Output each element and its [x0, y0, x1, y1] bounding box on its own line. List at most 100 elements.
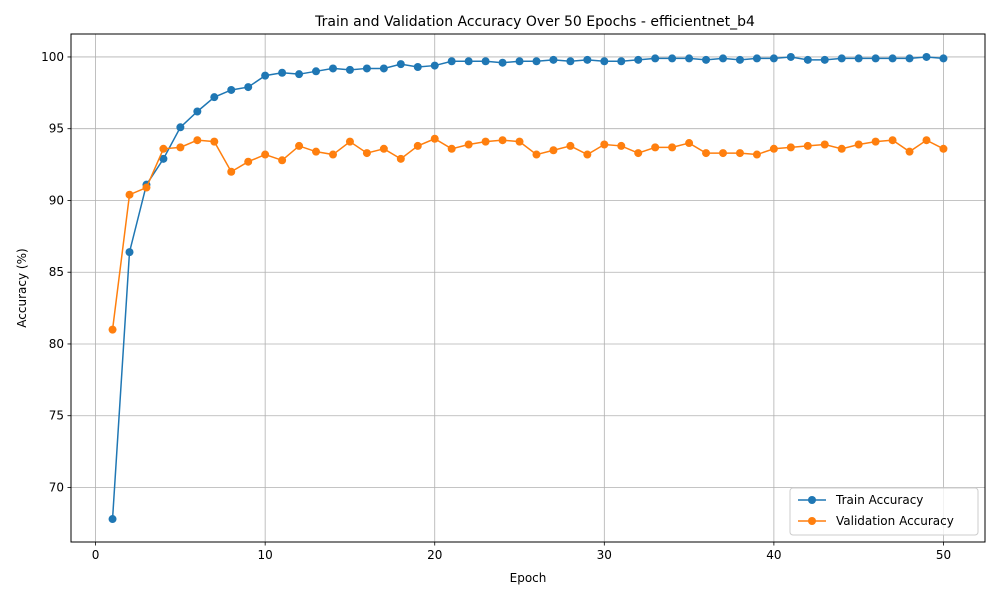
data-point: [210, 93, 219, 102]
data-point: [396, 60, 405, 69]
data-point: [532, 150, 541, 159]
data-point: [668, 54, 677, 63]
data-point: [803, 141, 812, 150]
data-point: [922, 52, 931, 61]
data-point: [786, 52, 795, 61]
axis-ticks: 0 10 20 30 40 50 70 75 80 85 90 95 100: [41, 50, 951, 562]
y-tick-label: 90: [49, 193, 64, 207]
data-point: [939, 54, 948, 63]
y-tick-label: 80: [49, 337, 64, 351]
data-point: [854, 140, 863, 149]
data-point: [719, 149, 728, 158]
data-point: [566, 141, 575, 150]
series-lines: [108, 52, 948, 524]
data-point: [464, 57, 473, 66]
data-point: [295, 141, 304, 150]
data-point: [735, 149, 744, 158]
data-point: [108, 325, 117, 334]
data-point: [312, 67, 321, 76]
data-point: [769, 144, 778, 153]
data-point: [651, 143, 660, 152]
data-point: [328, 150, 337, 159]
data-point: [447, 144, 456, 153]
data-point: [634, 55, 643, 64]
data-point: [362, 64, 371, 73]
data-point: [244, 83, 253, 92]
data-point: [820, 55, 829, 64]
data-point: [125, 190, 134, 199]
data-point: [583, 55, 592, 64]
data-point: [261, 150, 270, 159]
data-point: [617, 141, 626, 150]
data-point: [278, 156, 287, 165]
legend: Train Accuracy Validation Accuracy: [789, 487, 979, 536]
data-point: [498, 58, 507, 67]
data-point: [515, 137, 524, 146]
x-axis-label: Epoch: [510, 571, 547, 585]
data-point: [345, 65, 354, 74]
data-point: [549, 55, 558, 64]
x-tick-label: 20: [427, 548, 442, 562]
data-point: [905, 147, 914, 156]
data-point: [210, 137, 219, 146]
data-point: [685, 54, 694, 63]
data-point: [871, 137, 880, 146]
data-point: [193, 136, 202, 145]
data-point: [430, 61, 439, 70]
y-tick-label: 100: [41, 50, 64, 64]
data-point: [837, 54, 846, 63]
data-point: [820, 140, 829, 149]
data-point: [769, 54, 778, 63]
data-point: [362, 149, 371, 158]
data-point: [532, 57, 541, 66]
chart-title: Train and Validation Accuracy Over 50 Ep…: [314, 14, 755, 30]
data-point: [600, 140, 609, 149]
data-point: [939, 144, 948, 153]
data-point: [413, 141, 422, 150]
data-point: [583, 150, 592, 159]
data-point: [159, 144, 168, 153]
data-point: [328, 64, 337, 73]
data-point: [617, 57, 626, 66]
data-point: [447, 57, 456, 66]
data-point: [261, 71, 270, 80]
data-point: [752, 150, 761, 159]
data-point: [837, 144, 846, 153]
data-point: [464, 140, 473, 149]
plot-frame: [70, 33, 986, 543]
x-tick-label: 40: [766, 548, 781, 562]
y-axis-label: Accuracy (%): [15, 248, 29, 327]
data-point: [634, 149, 643, 158]
data-point: [430, 134, 439, 143]
x-tick-label: 10: [258, 548, 273, 562]
data-point: [227, 85, 236, 94]
y-tick-label: 75: [49, 409, 64, 423]
data-point: [345, 137, 354, 146]
data-point: [278, 68, 287, 77]
legend-validation-marker: [808, 517, 816, 525]
data-point: [481, 137, 490, 146]
data-point: [685, 139, 694, 148]
data-point: [905, 54, 914, 63]
data-point: [295, 70, 304, 79]
data-point: [803, 55, 812, 64]
data-point: [176, 123, 185, 132]
data-point: [159, 154, 168, 163]
data-point: [871, 54, 880, 63]
data-point: [735, 55, 744, 64]
x-tick-label: 30: [597, 548, 612, 562]
y-tick-label: 70: [49, 480, 64, 494]
data-point: [396, 154, 405, 163]
data-point: [888, 54, 897, 63]
legend-train-marker: [808, 496, 816, 504]
grid-lines: [71, 34, 985, 542]
data-point: [888, 136, 897, 145]
y-tick-label: 95: [49, 122, 64, 136]
data-point: [379, 64, 388, 73]
data-point: [600, 57, 609, 66]
data-point: [922, 136, 931, 145]
data-point: [481, 57, 490, 66]
data-point: [108, 515, 117, 524]
data-point: [651, 54, 660, 63]
data-point: [227, 167, 236, 176]
